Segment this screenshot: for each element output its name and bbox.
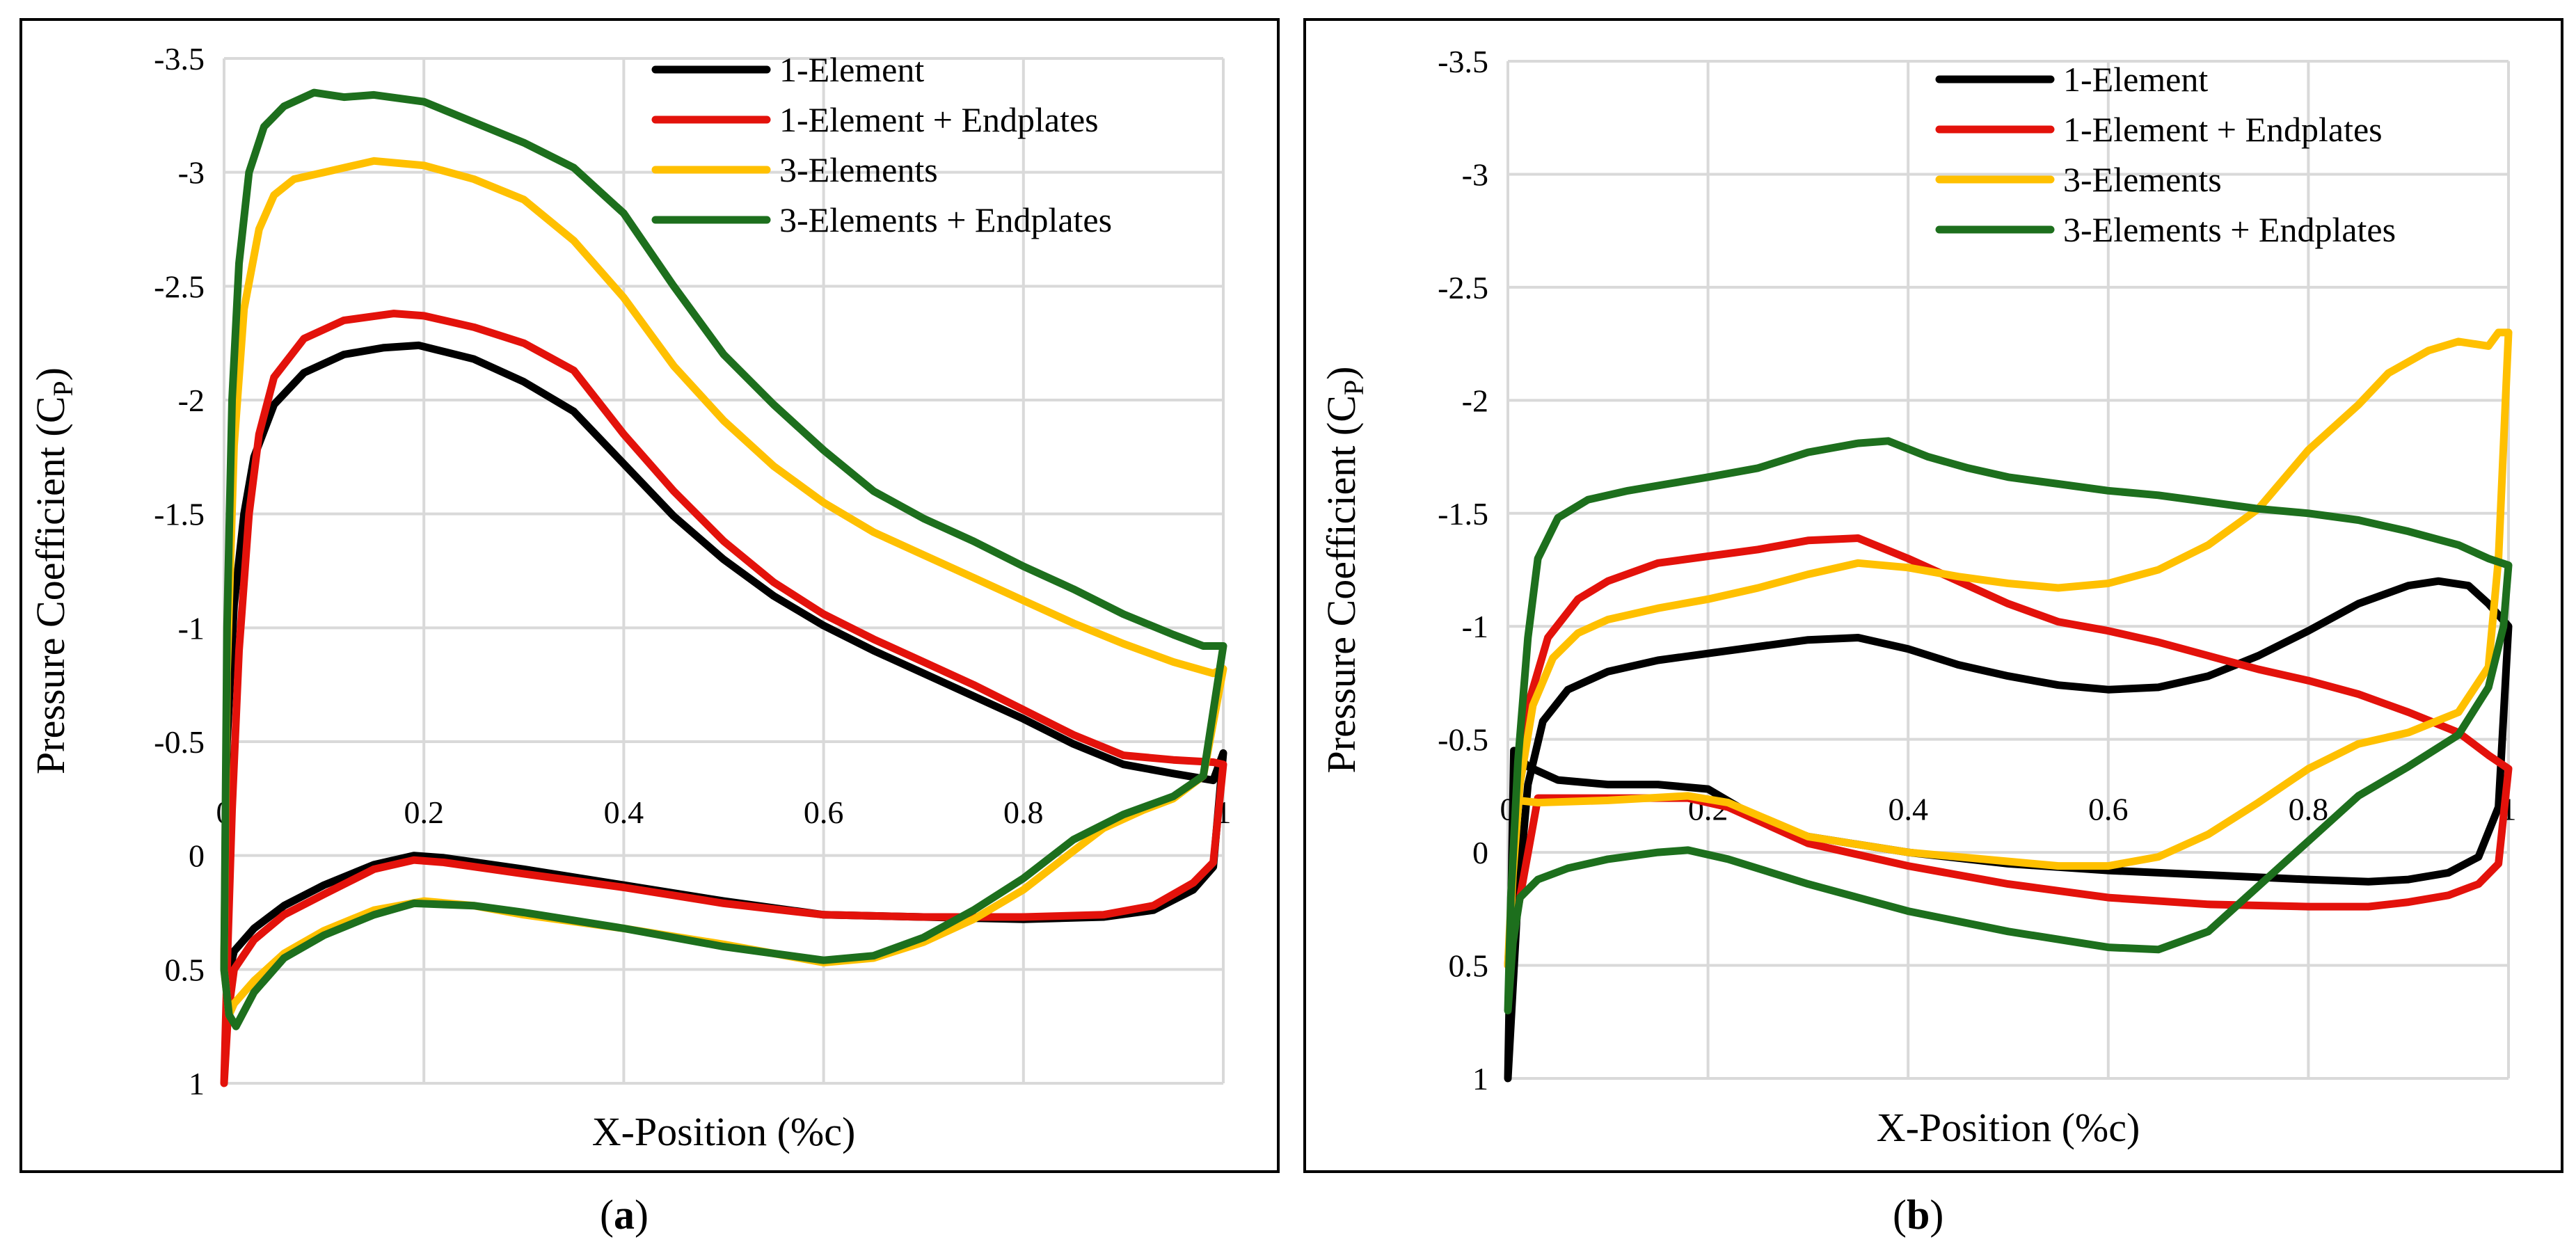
y-tick-label: -0.5 [154, 724, 205, 760]
series-lines [220, 88, 1227, 1087]
y-tick-label: -3.5 [154, 41, 205, 77]
x-axis-title: X-Position (%c) [592, 1109, 856, 1154]
chart-panel-b: -3.5 -3 -2.5 -2 -1.5 -1 -0.5 0 0.5 1 0 0.2 0.4 0.6 0.8… [1303, 18, 2563, 1173]
legend-label-4: 3-Elements + Endplates [779, 200, 1112, 239]
y-tick-label: 1 [1472, 1061, 1488, 1096]
y-axis-title: Pressure Coefficient (CP) [1319, 367, 1369, 774]
y-tick-label: -3 [1462, 157, 1488, 192]
series-line-3 [1504, 328, 2513, 970]
caption-b-label: b [1906, 1192, 1930, 1238]
x-axis-title: X-Position (%c) [1877, 1105, 2140, 1150]
y-axis-title-main: Pressure Coefficient (C [1319, 395, 1364, 773]
y-tick-labels: -3.5 -3 -2.5 -2 -1.5 -1 -0.5 0 0.5 1 [154, 41, 205, 1101]
x-tick-label: 0.6 [2088, 792, 2129, 827]
chart-b: -3.5-3-2.5-2-1.5-1-0.500.510 0.2 0.4 0.6 0.8… [1319, 44, 2517, 1150]
caption-a: (a) [600, 1192, 649, 1238]
y-tick-label: -2.5 [1438, 270, 1488, 305]
legend-label-3: 3-Elements [2063, 160, 2222, 199]
y-tick-label: -2 [1462, 383, 1488, 418]
series-line-1 [1504, 577, 2513, 1083]
y-axis-title-sub: P [1338, 380, 1369, 395]
legend-label-1: 1-Element [779, 50, 924, 89]
x-tick-label: 0.8 [1003, 795, 1044, 830]
y-tick-label: -1.5 [1438, 496, 1488, 532]
series-line-2 [220, 310, 1227, 1087]
legend-label-2: 1-Element + Endplates [2063, 110, 2383, 149]
legend-label-2: 1-Element + Endplates [779, 100, 1099, 139]
caption-b: (b) [1893, 1192, 1944, 1238]
series-line-2 [1504, 534, 2513, 970]
series-line-4 [1504, 437, 2513, 1014]
y-tick-label: 0.5 [165, 952, 205, 987]
y-axis-title-sub: P [47, 381, 79, 396]
x-tick-label: 0.4 [604, 795, 644, 830]
y-tick-label: -1 [178, 610, 205, 646]
y-axis-title-main: Pressure Coefficient (C [28, 397, 73, 774]
x-tick-label: 0.8 [2289, 792, 2329, 827]
x-tick-label: 0.2 [404, 795, 444, 830]
y-tick-label: -1 [1462, 609, 1488, 644]
y-axis-title: Pressure Coefficient (CP) [28, 367, 79, 774]
legend-label-3: 3-Elements [779, 150, 938, 189]
y-tick-label: 0 [189, 838, 205, 874]
x-tick-labels: 0 0.2 0.4 0.6 0.8 1 [216, 795, 1232, 830]
y-tick-label: 1 [189, 1066, 205, 1101]
y-tick-label: -3 [178, 155, 205, 191]
chart-a: -3.5 -3 -2.5 -2 -1.5 -1 -0.5 0 0.5 10 0.2 0.4 0.6 0.8… [28, 41, 1232, 1154]
series-line-4 [220, 88, 1227, 1030]
y-tick-label: -0.5 [1438, 722, 1488, 758]
x-tick-label: 0.6 [804, 795, 844, 830]
y-tick-label: 0 [1472, 835, 1488, 870]
y-tick-label: -2.5 [154, 269, 205, 304]
legend-label-1: 1-Element [2063, 60, 2208, 99]
caption-a-label: a [613, 1192, 635, 1238]
legend: 1-Element 1-Element + Endplates 3-Elements… [651, 50, 1112, 239]
y-axis-title-close: ) [1319, 367, 1364, 380]
legend-label-4: 3-Elements + Endplates [2063, 210, 2396, 249]
x-tick-label: 0.4 [1888, 792, 1928, 827]
y-tick-labels: -3.5 -3 -2.5 -2 -1.5 -1 -0.5 0 0.5 1 [1438, 44, 1488, 1096]
y-tick-label: -1.5 [154, 497, 205, 532]
chart-panel-a: -3.5 -3 -2.5 -2 -1.5 -1 -0.5 0 0.5 1 0 0.2 0.4 0.6 0.8… [19, 18, 1280, 1173]
y-axis-title-close: ) [28, 367, 73, 381]
y-tick-label: 0.5 [1449, 948, 1489, 984]
series-lines [1504, 328, 2513, 1083]
legend: 1-Element 1-Element + Endplates 3-Elements… [1935, 60, 2396, 249]
y-tick-label: -3.5 [1438, 44, 1488, 79]
y-tick-label: -2 [178, 383, 205, 418]
series-line-1 [220, 341, 1227, 985]
